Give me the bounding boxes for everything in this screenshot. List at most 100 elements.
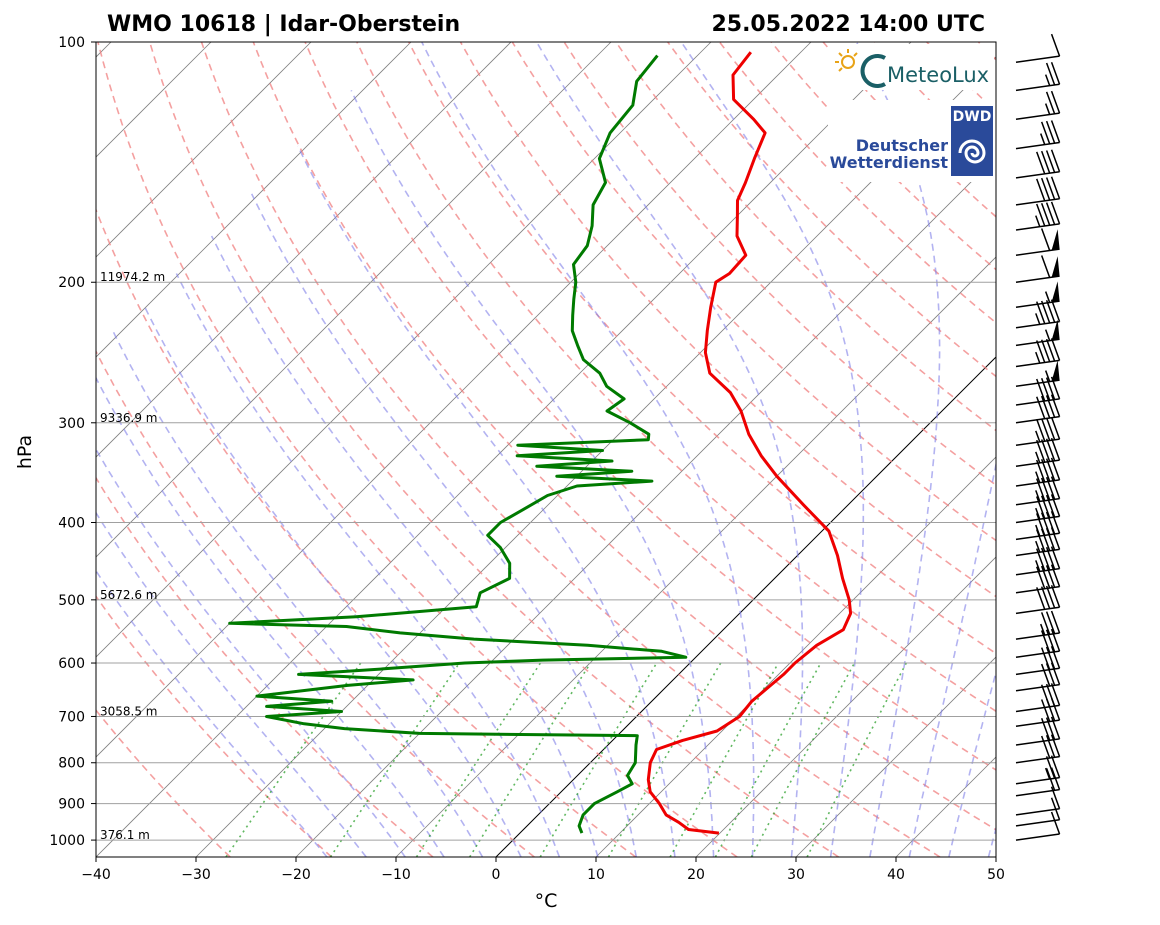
- y-tick-label: 800: [58, 756, 85, 772]
- moist-adiabat-line: [535, 42, 804, 857]
- plot-frame: [95, 41, 997, 858]
- x-tick-label: −30: [181, 867, 211, 883]
- wind-barb-flag: [1045, 202, 1056, 225]
- wind-barb: [1015, 683, 1061, 713]
- wind-barb-flag: [1040, 684, 1051, 708]
- y-tick-label: 300: [58, 416, 85, 432]
- isotherm-line: [96, 42, 312, 258]
- wind-barbs: [1015, 33, 1061, 841]
- isotherm-line: [695, 556, 996, 857]
- wind-barb-flag: [1050, 338, 1061, 361]
- wind-barb-halfflag: [1035, 451, 1041, 464]
- wind-barb: [1015, 734, 1061, 764]
- isotherm-line: [96, 42, 812, 758]
- wind-barb-flag: [1036, 301, 1046, 324]
- y-tick-label: 1000: [49, 833, 85, 849]
- wind-barb-flag: [1040, 177, 1051, 201]
- moist-adiabat-line: [855, 42, 941, 857]
- wind-barb-flag: [1050, 299, 1061, 322]
- wind-barb-halfflag: [1035, 430, 1041, 443]
- wind-barb-flag: [1036, 566, 1046, 590]
- dry-adiabat-line: [304, 42, 996, 771]
- dry-adiabat-line: [977, 42, 996, 61]
- wind-barb: [1015, 149, 1061, 179]
- moist-adiabat-line: [96, 376, 445, 857]
- wind-barb-pennant: [1051, 360, 1060, 382]
- x-axis-label: °C: [535, 890, 558, 912]
- wind-barb-flag: [1040, 255, 1051, 278]
- wind-barb: [1015, 338, 1061, 368]
- mixing-ratio-line: [539, 662, 658, 857]
- wind-barb-flag: [1050, 628, 1061, 652]
- wind-barb-flag: [1050, 610, 1061, 634]
- wind-barb: [1015, 319, 1060, 347]
- wind-barb-flag: [1045, 629, 1056, 653]
- wind-barb-flag: [1050, 437, 1061, 461]
- x-tick-label: 0: [492, 867, 501, 883]
- wind-barb-flag: [1036, 496, 1046, 519]
- isotherm-line: [96, 42, 412, 358]
- wind-barb-halfflag: [1035, 560, 1041, 572]
- wind-barb-halfflag: [1040, 623, 1046, 636]
- dry-adiabat-line: [200, 42, 941, 857]
- wind-barb-flag: [1040, 495, 1051, 519]
- wind-barb-flag: [1045, 511, 1056, 535]
- wind-barb-halfflag: [1035, 351, 1041, 364]
- wind-barb-shaft: [1015, 141, 1060, 150]
- wind-barb-flag: [1050, 734, 1061, 757]
- wind-barb-flag: [1050, 564, 1061, 587]
- wind-barb-flag: [1045, 565, 1056, 588]
- wind-barb-shaft: [1015, 459, 1060, 467]
- moist-adiabat-line: [112, 330, 484, 857]
- wind-barb-flag: [1040, 663, 1051, 687]
- moist-adiabat-line: [421, 42, 755, 857]
- wind-barb-flag: [1050, 90, 1061, 114]
- wind-barb: [1015, 437, 1061, 467]
- wind-barb-flag: [1050, 416, 1061, 440]
- wind-barb-flag: [1045, 756, 1056, 779]
- wind-barb-shaft: [1015, 755, 1060, 764]
- wind-barb-flag: [1040, 339, 1051, 363]
- wind-barb-halfflag: [1044, 767, 1051, 780]
- wind-barb: [1015, 811, 1061, 841]
- dry-adiabat-line: [1030, 42, 1160, 857]
- dry-adiabat-line: [96, 595, 333, 857]
- isotherm-line: [96, 42, 912, 857]
- dry-adiabat-line: [1082, 42, 1160, 857]
- wind-barb-flag: [1040, 395, 1051, 419]
- moist-adiabat-line: [144, 306, 522, 857]
- x-tick-label: −20: [281, 867, 311, 883]
- wind-barb-flag: [1036, 396, 1046, 420]
- moist-adiabat-line: [908, 460, 996, 857]
- wind-barb-shaft: [1015, 632, 1060, 640]
- wind-barb-halfflag: [1040, 133, 1046, 145]
- wind-barb-flag: [1050, 149, 1061, 173]
- wind-barb-flag: [1040, 439, 1051, 462]
- moist-adiabat-line: [250, 193, 638, 857]
- y-axis-label: hPa: [14, 435, 36, 469]
- wind-barb: [1015, 494, 1061, 524]
- isotherm-line: [96, 42, 712, 658]
- wind-barb: [1015, 228, 1060, 256]
- wind-barb-flag: [1050, 585, 1061, 608]
- wind-barb-halfflag: [1044, 370, 1051, 382]
- wind-barb-shaft: [1015, 738, 1060, 746]
- mixing-ratio-line: [750, 662, 856, 857]
- isotherm-line: [395, 256, 996, 857]
- wind-barb: [1015, 62, 1061, 92]
- mixing-ratio-line: [415, 662, 542, 857]
- moist-adiabat-line: [210, 235, 599, 857]
- wind-barb-flag: [1050, 511, 1061, 534]
- wind-barb-shaft: [1015, 479, 1060, 487]
- y-tick-label: 700: [58, 709, 85, 725]
- wind-barb-shaft: [1015, 719, 1060, 727]
- y-tick-label: 600: [58, 656, 85, 672]
- dry-adiabat-line: [96, 207, 637, 857]
- dry-adiabat-line: [96, 708, 231, 857]
- profile-lines: [228, 51, 853, 835]
- y-tick-label: 400: [58, 515, 85, 531]
- wind-barb: [1015, 646, 1061, 676]
- wind-barb-shaft: [1015, 223, 1060, 231]
- wind-barb-flag: [1045, 735, 1056, 758]
- wind-barb: [1015, 610, 1061, 640]
